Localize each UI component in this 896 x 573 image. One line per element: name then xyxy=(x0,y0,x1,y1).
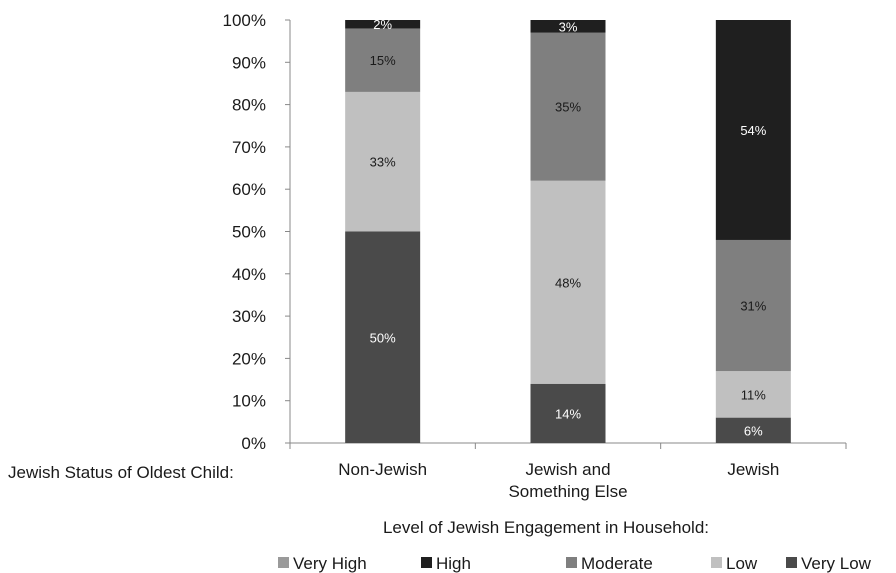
legend-item-moderate: Moderate xyxy=(566,554,653,573)
bar-segment-high xyxy=(715,20,791,240)
bar-segment-low xyxy=(530,180,606,384)
bar-segment-high xyxy=(345,20,421,29)
data-label: 2% xyxy=(373,17,392,32)
legend-swatch xyxy=(278,557,289,568)
y-tick-label: 100% xyxy=(223,11,266,30)
legend-item-very-low: Very Low xyxy=(786,554,872,573)
data-label: 35% xyxy=(555,100,581,115)
legend-item-low: Low xyxy=(711,554,758,573)
data-label: 14% xyxy=(555,406,581,421)
bar-segment-low xyxy=(345,91,421,232)
data-label: 31% xyxy=(740,299,766,314)
bar-segment-very-low xyxy=(530,383,606,443)
data-label: 11% xyxy=(741,387,766,402)
y-tick-label: 20% xyxy=(232,349,266,368)
legend-swatch xyxy=(566,557,577,568)
bars xyxy=(345,20,791,443)
data-label: 48% xyxy=(555,275,581,290)
bar-segment-low xyxy=(715,371,791,418)
bar-segment-high xyxy=(530,20,606,33)
bar-segment-moderate xyxy=(715,239,791,372)
data-label: 33% xyxy=(370,155,396,170)
x-category-label: Jewish xyxy=(727,460,779,479)
data-label: 6% xyxy=(744,423,763,438)
legend-label: Very High xyxy=(293,554,367,573)
y-tick-label: 60% xyxy=(232,180,266,199)
legend-swatch xyxy=(421,557,432,568)
legend-swatch xyxy=(786,557,797,568)
legend: Very High High Moderate Low Very Low xyxy=(278,554,872,573)
legend-item-very-high: Very High xyxy=(278,554,367,573)
x-category-label: Non-Jewish xyxy=(338,460,427,479)
y-tick-label: 50% xyxy=(232,223,266,242)
y-tick-label: 10% xyxy=(232,392,266,411)
y-tick-label: 80% xyxy=(232,96,266,115)
x-axis-title: Level of Jewish Engagement in Household: xyxy=(382,518,710,537)
bar-segment-very-low xyxy=(715,417,791,443)
y-tick-label: 90% xyxy=(232,53,266,72)
data-labels: 50% 33% 15% 2% 14% 48% 35% 3% 6% 11% 31% 54% xyxy=(370,17,767,438)
data-label: 54% xyxy=(740,123,766,138)
y-axis: 0% 10% 20% 30% 40% 50% 60% 70% 80% 90% 100% xyxy=(223,11,291,453)
legend-swatch xyxy=(711,557,722,568)
y-tick-label: 40% xyxy=(232,265,266,284)
x-category-label: Jewish and xyxy=(525,460,610,479)
data-label: 3% xyxy=(559,19,578,34)
bar-segment-moderate xyxy=(345,28,421,92)
y-tick-label: 70% xyxy=(232,138,266,157)
data-label: 50% xyxy=(370,330,396,345)
bar-segment-very-low xyxy=(345,231,421,443)
legend-label: High xyxy=(436,554,471,573)
y-tick-label: 0% xyxy=(241,434,266,453)
row-label: Jewish Status of Oldest Child: xyxy=(8,463,234,482)
bar-segment-moderate xyxy=(530,32,606,181)
legend-label: Very Low xyxy=(801,554,872,573)
legend-label: Moderate xyxy=(581,554,653,573)
data-label: 15% xyxy=(370,53,396,68)
legend-item-high: High xyxy=(421,554,471,573)
x-axis: Non-Jewish Jewish and Something Else Jewish xyxy=(289,442,847,501)
legend-label: Low xyxy=(726,554,758,573)
x-category-label: Something Else xyxy=(508,482,627,501)
y-tick-label: 30% xyxy=(232,307,266,326)
